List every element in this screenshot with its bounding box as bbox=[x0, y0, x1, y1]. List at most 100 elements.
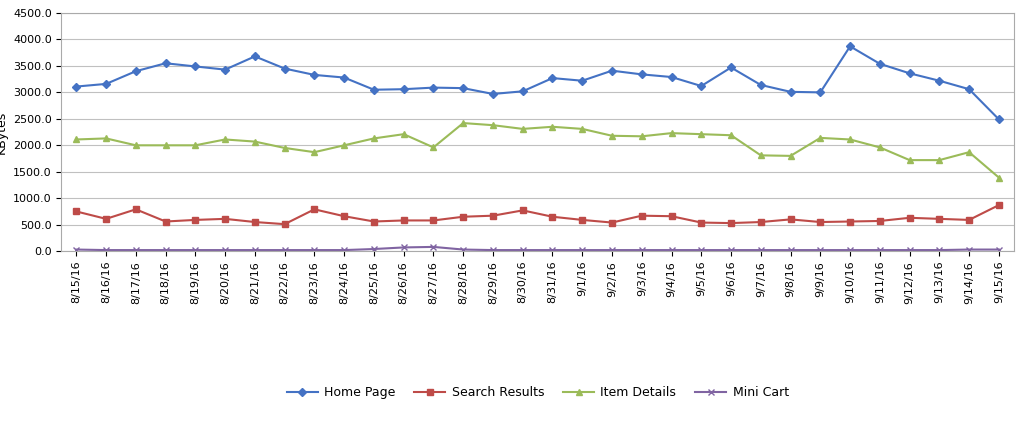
Mini Cart bbox=[725, 248, 737, 253]
Mini Cart bbox=[219, 248, 231, 253]
Home Page bbox=[903, 71, 915, 76]
Home Page bbox=[338, 75, 350, 80]
Item Details bbox=[606, 133, 618, 139]
Home Page bbox=[992, 117, 1005, 122]
Search Results bbox=[368, 219, 380, 224]
Search Results bbox=[577, 217, 589, 223]
Search Results bbox=[666, 213, 678, 219]
Item Details bbox=[368, 136, 380, 141]
Home Page bbox=[606, 68, 618, 73]
Home Page bbox=[219, 67, 231, 72]
Search Results bbox=[547, 214, 559, 220]
Search Results bbox=[784, 217, 797, 222]
Item Details bbox=[308, 149, 321, 155]
Mini Cart bbox=[844, 248, 856, 253]
Mini Cart bbox=[873, 248, 886, 253]
Item Details bbox=[427, 145, 439, 150]
Item Details bbox=[516, 126, 528, 132]
Item Details bbox=[844, 137, 856, 142]
Search Results bbox=[963, 217, 975, 223]
Y-axis label: KBytes: KBytes bbox=[0, 110, 7, 154]
Mini Cart bbox=[606, 248, 618, 253]
Home Page bbox=[814, 90, 826, 95]
Search Results bbox=[249, 220, 261, 225]
Search Results bbox=[130, 207, 142, 212]
Mini Cart bbox=[666, 248, 678, 253]
Search Results bbox=[755, 220, 767, 225]
Home Page bbox=[160, 61, 172, 66]
Search Results bbox=[695, 220, 708, 225]
Home Page bbox=[130, 68, 142, 74]
Search Results bbox=[844, 219, 856, 224]
Search Results bbox=[71, 209, 83, 214]
Item Details bbox=[279, 145, 291, 151]
Line: Home Page: Home Page bbox=[74, 44, 1001, 122]
Item Details bbox=[992, 175, 1005, 180]
Home Page bbox=[279, 66, 291, 71]
Home Page bbox=[486, 91, 499, 97]
Search Results bbox=[279, 222, 291, 227]
Item Details bbox=[636, 134, 648, 139]
Search Results bbox=[338, 213, 350, 219]
Mini Cart bbox=[338, 248, 350, 253]
Item Details bbox=[457, 120, 469, 126]
Search Results bbox=[160, 219, 172, 224]
Home Page bbox=[457, 86, 469, 91]
Item Details bbox=[725, 132, 737, 138]
Mini Cart bbox=[249, 248, 261, 253]
Mini Cart bbox=[397, 245, 410, 250]
Item Details bbox=[486, 123, 499, 128]
Item Details bbox=[577, 126, 589, 132]
Item Details bbox=[903, 158, 915, 163]
Line: Search Results: Search Results bbox=[74, 202, 1001, 227]
Search Results bbox=[308, 207, 321, 212]
Item Details bbox=[963, 149, 975, 155]
Item Details bbox=[397, 132, 410, 137]
Mini Cart bbox=[279, 248, 291, 253]
Search Results bbox=[933, 216, 945, 221]
Item Details bbox=[219, 137, 231, 142]
Search Results bbox=[516, 208, 528, 213]
Mini Cart bbox=[71, 247, 83, 252]
Item Details bbox=[755, 153, 767, 158]
Home Page bbox=[636, 72, 648, 77]
Search Results bbox=[636, 213, 648, 218]
Mini Cart bbox=[963, 247, 975, 252]
Home Page bbox=[427, 85, 439, 90]
Mini Cart bbox=[784, 248, 797, 253]
Search Results bbox=[100, 216, 113, 221]
Mini Cart bbox=[189, 248, 202, 253]
Mini Cart bbox=[695, 248, 708, 253]
Home Page bbox=[725, 65, 737, 70]
Mini Cart bbox=[933, 248, 945, 253]
Search Results bbox=[873, 218, 886, 223]
Mini Cart bbox=[130, 248, 142, 253]
Home Page bbox=[516, 89, 528, 94]
Home Page bbox=[189, 64, 202, 69]
Home Page bbox=[308, 72, 321, 78]
Home Page bbox=[368, 87, 380, 92]
Item Details bbox=[160, 143, 172, 148]
Mini Cart bbox=[547, 248, 559, 253]
Search Results bbox=[397, 218, 410, 223]
Home Page bbox=[695, 84, 708, 89]
Home Page bbox=[577, 78, 589, 83]
Mini Cart bbox=[814, 248, 826, 253]
Mini Cart bbox=[755, 248, 767, 253]
Search Results bbox=[457, 214, 469, 220]
Item Details bbox=[784, 153, 797, 158]
Item Details bbox=[249, 139, 261, 144]
Item Details bbox=[189, 143, 202, 148]
Mini Cart bbox=[368, 246, 380, 252]
Home Page bbox=[933, 78, 945, 83]
Home Page bbox=[547, 75, 559, 81]
Item Details bbox=[71, 137, 83, 142]
Search Results bbox=[903, 215, 915, 220]
Item Details bbox=[100, 136, 113, 141]
Home Page bbox=[71, 84, 83, 89]
Item Details bbox=[933, 158, 945, 163]
Mini Cart bbox=[516, 248, 528, 253]
Mini Cart bbox=[903, 248, 915, 253]
Search Results bbox=[486, 213, 499, 218]
Mini Cart bbox=[457, 247, 469, 252]
